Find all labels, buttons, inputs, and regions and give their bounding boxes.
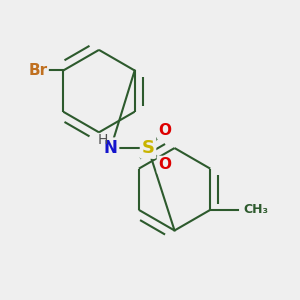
Text: CH₃: CH₃ (244, 203, 268, 216)
Text: H: H (98, 133, 108, 147)
Text: O: O (158, 157, 171, 172)
Text: O: O (158, 123, 171, 138)
Text: N: N (104, 139, 118, 157)
Text: Br: Br (28, 63, 47, 78)
Text: S: S (142, 139, 154, 157)
